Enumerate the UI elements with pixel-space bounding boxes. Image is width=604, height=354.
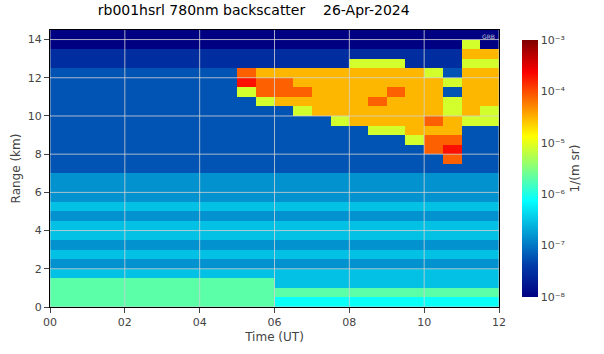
svg-text:10: 10 [28, 110, 42, 123]
svg-text:GRB: GRB [482, 33, 495, 40]
svg-text:10: 10 [417, 316, 431, 329]
svg-text:4: 4 [35, 224, 42, 237]
svg-text:12: 12 [28, 72, 42, 85]
svg-text:10⁻⁷: 10⁻⁷ [541, 239, 565, 252]
svg-text:rb001hsrl 780nm backscatter: rb001hsrl 780nm backscatter 26-Apr-2024 [98, 2, 410, 18]
svg-text:10⁻⁴: 10⁻⁴ [541, 85, 566, 98]
svg-text:0: 0 [35, 301, 42, 314]
svg-text:Range (km): Range (km) [9, 134, 23, 204]
svg-text:6: 6 [35, 186, 42, 199]
svg-text:06: 06 [268, 316, 282, 329]
svg-text:10⁻⁶: 10⁻⁶ [541, 188, 566, 201]
svg-text:1/(m sr): 1/(m sr) [568, 145, 582, 193]
svg-text:00: 00 [43, 316, 57, 329]
svg-text:08: 08 [342, 316, 356, 329]
svg-text:12: 12 [492, 316, 506, 329]
svg-text:8: 8 [35, 148, 42, 161]
svg-text:10⁻³: 10⁻³ [541, 34, 565, 47]
svg-text:14: 14 [28, 33, 42, 46]
svg-text:02: 02 [118, 316, 132, 329]
svg-text:Time (UT): Time (UT) [244, 330, 304, 344]
svg-text:2: 2 [35, 263, 42, 276]
svg-text:10⁻⁸: 10⁻⁸ [541, 291, 566, 304]
svg-text:10⁻⁵: 10⁻⁵ [541, 137, 565, 150]
svg-text:04: 04 [193, 316, 207, 329]
